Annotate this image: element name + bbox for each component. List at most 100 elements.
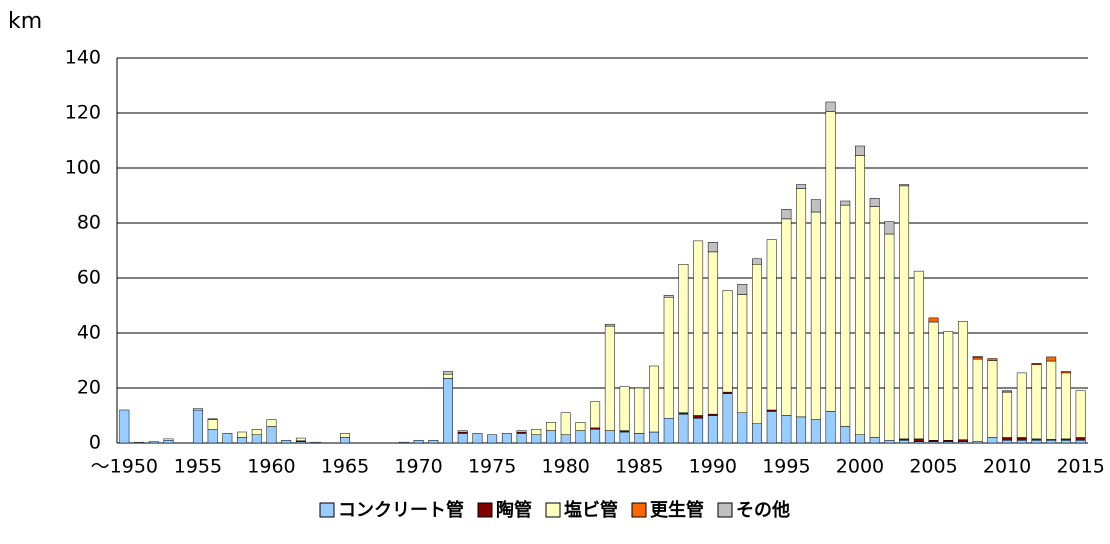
bar-segment <box>634 387 645 434</box>
x-tick-label: 1975 <box>468 456 516 478</box>
bar-segment <box>869 206 880 438</box>
y-tick-label: 40 <box>77 322 101 344</box>
bar-segment <box>913 270 924 440</box>
legend-swatch <box>319 502 335 518</box>
bar-segment <box>604 323 615 327</box>
bar-segment <box>604 430 615 444</box>
legend-swatch <box>545 502 561 518</box>
bar-segment <box>825 101 836 112</box>
bar-segment <box>1046 360 1057 440</box>
bar-segment <box>869 198 880 207</box>
bar-segment <box>472 433 483 444</box>
y-tick-label: 0 <box>89 432 101 454</box>
bar-segment <box>237 437 248 444</box>
y-tick-label: 60 <box>77 267 101 289</box>
bar-segment <box>987 360 998 438</box>
bar-segment <box>1031 364 1042 440</box>
bar-segment <box>796 416 807 444</box>
bar-segment <box>1075 390 1086 438</box>
bar-segment <box>825 411 836 444</box>
x-tick-label: 1985 <box>615 456 663 478</box>
bar-segment <box>972 356 983 358</box>
bar-segment <box>1075 440 1086 444</box>
bar-segment <box>884 233 895 441</box>
bar-segment <box>855 434 865 444</box>
bar-segment <box>295 437 306 442</box>
y-tick-label: 120 <box>65 102 101 124</box>
y-tick-label: 100 <box>65 157 101 179</box>
bar-segment <box>766 411 777 444</box>
bar-segment <box>546 422 556 431</box>
x-tick-label: 2000 <box>836 456 884 478</box>
bar-segment <box>148 441 159 444</box>
bar-segment <box>604 325 615 431</box>
bar-segment <box>207 429 218 444</box>
bar-segment <box>251 434 262 444</box>
bar-segment <box>413 440 424 444</box>
bar-segment <box>1075 437 1086 441</box>
bar-segment <box>972 356 983 360</box>
bar-segment <box>1031 440 1042 444</box>
bar-segment <box>693 240 704 416</box>
x-tick-label: 1970 <box>394 456 442 478</box>
bar-segment <box>737 294 748 413</box>
x-tick-label: 1990 <box>689 456 737 478</box>
bar-segment <box>619 431 630 444</box>
bar-segment <box>590 429 601 444</box>
legend-swatch <box>477 502 493 518</box>
bar-segment <box>972 358 983 442</box>
bar-segment <box>310 441 321 444</box>
bar-segment <box>1002 391 1013 438</box>
bar-segment <box>678 264 689 413</box>
bar-segment <box>119 409 130 444</box>
bar-segment <box>207 418 218 420</box>
bar-segment <box>737 284 748 295</box>
x-tick-label: ～1950 <box>91 456 158 478</box>
bar-segment <box>884 221 895 235</box>
bar-segment <box>752 258 762 265</box>
y-tick-label: 140 <box>65 47 101 69</box>
bar-segment <box>737 412 748 444</box>
bar-segment <box>752 264 762 424</box>
bar-segment <box>222 433 233 444</box>
bar-segment <box>663 297 674 419</box>
bar-segment <box>663 295 674 298</box>
bar-segment <box>546 430 556 444</box>
x-tick-label: 1955 <box>174 456 222 478</box>
bar-segment <box>1016 440 1027 444</box>
bar-segment <box>237 431 248 438</box>
bar-segment <box>457 433 468 444</box>
bar-segment <box>722 393 733 444</box>
bar-segment <box>1060 372 1071 440</box>
x-tick-label: 1995 <box>762 456 810 478</box>
bar-segment <box>560 434 571 444</box>
bar-segment <box>134 441 145 444</box>
bar-segment <box>251 429 262 435</box>
y-tick-label: 80 <box>77 212 101 234</box>
bar-segment <box>678 413 689 444</box>
bar-segment <box>810 211 821 420</box>
bar-segment <box>855 145 865 156</box>
bar-segment <box>560 412 571 435</box>
bar-segment <box>781 218 792 416</box>
bar-segment <box>1002 437 1013 441</box>
bar-segment <box>457 430 468 433</box>
x-tick-label: 1980 <box>542 456 590 478</box>
bar-segment <box>281 440 292 444</box>
y-tick-label: 20 <box>77 377 101 399</box>
bar-segment <box>781 209 792 220</box>
bar-segment <box>796 188 807 418</box>
bar-segment <box>266 426 277 444</box>
bar-segment <box>575 430 586 444</box>
bar-segment <box>590 401 601 429</box>
bar-segment <box>693 415 704 419</box>
bar-segment <box>340 433 350 438</box>
bar-segment <box>766 239 777 411</box>
bar-segment <box>1046 440 1057 444</box>
bar-segment <box>575 422 586 431</box>
legend-swatch <box>717 502 733 518</box>
bar-segment <box>634 433 645 444</box>
bar-segment <box>957 439 968 442</box>
bar-segment <box>1046 356 1057 362</box>
